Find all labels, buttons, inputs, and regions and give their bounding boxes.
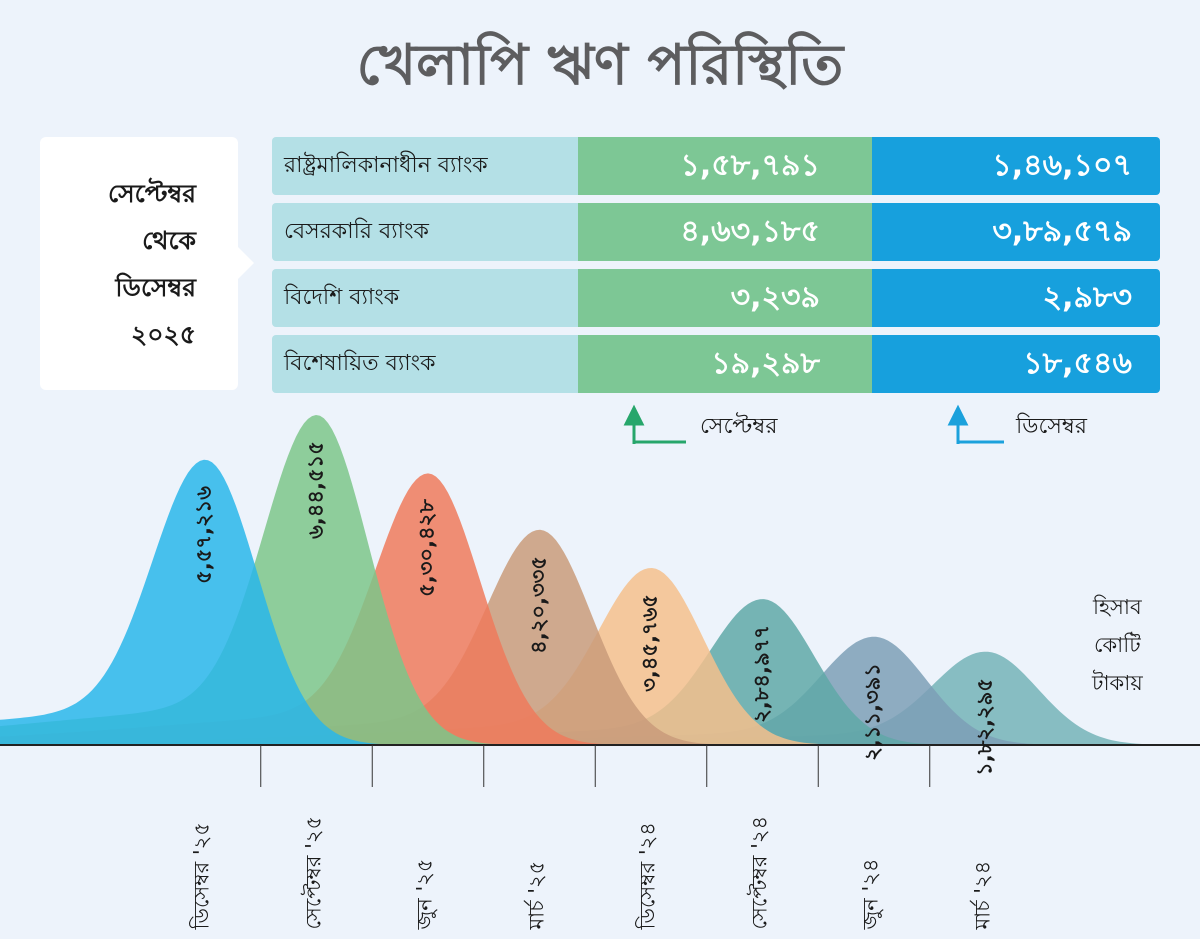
x-tick-label: ডিসেম্বর '২৫: [189, 822, 214, 930]
unit-line: কোটি: [1093, 633, 1141, 657]
bank-type: বিশেষায়িত ব্যাংক: [272, 335, 578, 393]
bank-type: বেসরকারি ব্যাংক: [272, 203, 578, 261]
peak-value-label: ২,১১,৩৯১: [860, 662, 885, 761]
x-tick-label: জুন '২৫: [412, 858, 437, 930]
curve-3: [0, 529, 1200, 745]
callout-line: থেকে: [142, 225, 196, 255]
period-callout: সেপ্টেম্বর থেকে ডিসেম্বর ২০২৫: [40, 137, 254, 390]
bank-type: বিদেশি ব্যাংক: [272, 269, 578, 327]
peak-value-label: ৫,৫৭,২১৬: [191, 485, 216, 584]
december-value: ১,৪৬,১০৭: [872, 137, 1160, 195]
x-tick-label: সেপ্টেম্বর '২৫: [301, 815, 325, 930]
september-value: ১৯,২৯৮: [578, 335, 872, 393]
peak-value-label: ৩,৪৫,৭৬৫: [637, 594, 662, 692]
table-row: বিদেশি ব্যাংক ৩,২৩৯ ২,৯৮৩: [272, 269, 1160, 327]
legend-label: সেপ্টেম্বর: [700, 414, 778, 439]
peak-value-label: ৬,৪৪,৫১৫: [303, 441, 327, 539]
september-value: ১,৫৮,৭৯১: [578, 137, 872, 195]
curve-1: [0, 415, 1200, 745]
x-tick-label: ডিসেম্বর '২৪: [635, 822, 660, 930]
bank-table: রাষ্ট্রমালিকানাধীন ব্যাংক ১,৫৮,৭৯১ ১,৪৬,…: [272, 137, 1160, 401]
table-row: বেসরকারি ব্যাংক ৪,৬৩,১৮৫ ৩,৮৯,৫৭৯: [272, 203, 1160, 261]
peak-value-label: ২,৮৪,৯৭৭: [749, 625, 773, 723]
peak-value-label: ৪,২০,৩৩৫: [526, 555, 550, 654]
unit-label: হিসাব কোটি টাকায়: [1092, 588, 1143, 702]
september-value: ৪,৬৩,১৮৫: [578, 203, 872, 261]
unit-line: হিসাব: [1092, 595, 1142, 619]
page-title: খেলাপি ঋণ পরিস্থিতি: [356, 33, 844, 98]
unit-line: টাকায়: [1092, 671, 1143, 695]
peak-value-label: ১,৮২,২৯৫: [972, 677, 996, 776]
september-value: ৩,২৩৯: [578, 269, 872, 327]
legend-label: ডিসেম্বর: [1016, 414, 1087, 439]
callout-line: ডিসেম্বর: [115, 272, 196, 302]
curve-0: [0, 459, 1200, 745]
x-tick-label: সেপ্টেম্বর '২৪: [747, 815, 771, 930]
x-tick-label: মার্চ '২৫: [524, 860, 548, 930]
peak-value-label: ৫,৩০,৪২৮: [414, 499, 439, 598]
callout-line: ২০২৫: [131, 319, 196, 349]
arrow-up-icon: [623, 404, 686, 444]
legend-december: ডিসেম্বর: [946, 404, 1087, 446]
callout-line: সেপ্টেম্বর: [108, 178, 196, 208]
x-tick-label: জুন '২৪: [858, 858, 883, 930]
december-value: ২,৯৮৩: [872, 269, 1160, 327]
table-row: রাষ্ট্রমালিকানাধীন ব্যাংক ১,৫৮,৭৯১ ১,৪৬,…: [272, 137, 1160, 195]
legend-september: সেপ্টেম্বর: [622, 404, 777, 446]
bank-type: রাষ্ট্রমালিকানাধীন ব্যাংক: [272, 137, 578, 195]
curve-6: [0, 636, 1200, 745]
december-value: ৩,৮৯,৫৭৯: [872, 203, 1160, 261]
x-tick-label: মার্চ '২৪: [970, 860, 994, 930]
december-value: ১৮,৫৪৬: [872, 335, 1160, 393]
table-row: বিশেষায়িত ব্যাংক ১৯,২৯৮ ১৮,৫৪৬: [272, 335, 1160, 393]
arrow-up-icon: [947, 404, 1004, 444]
